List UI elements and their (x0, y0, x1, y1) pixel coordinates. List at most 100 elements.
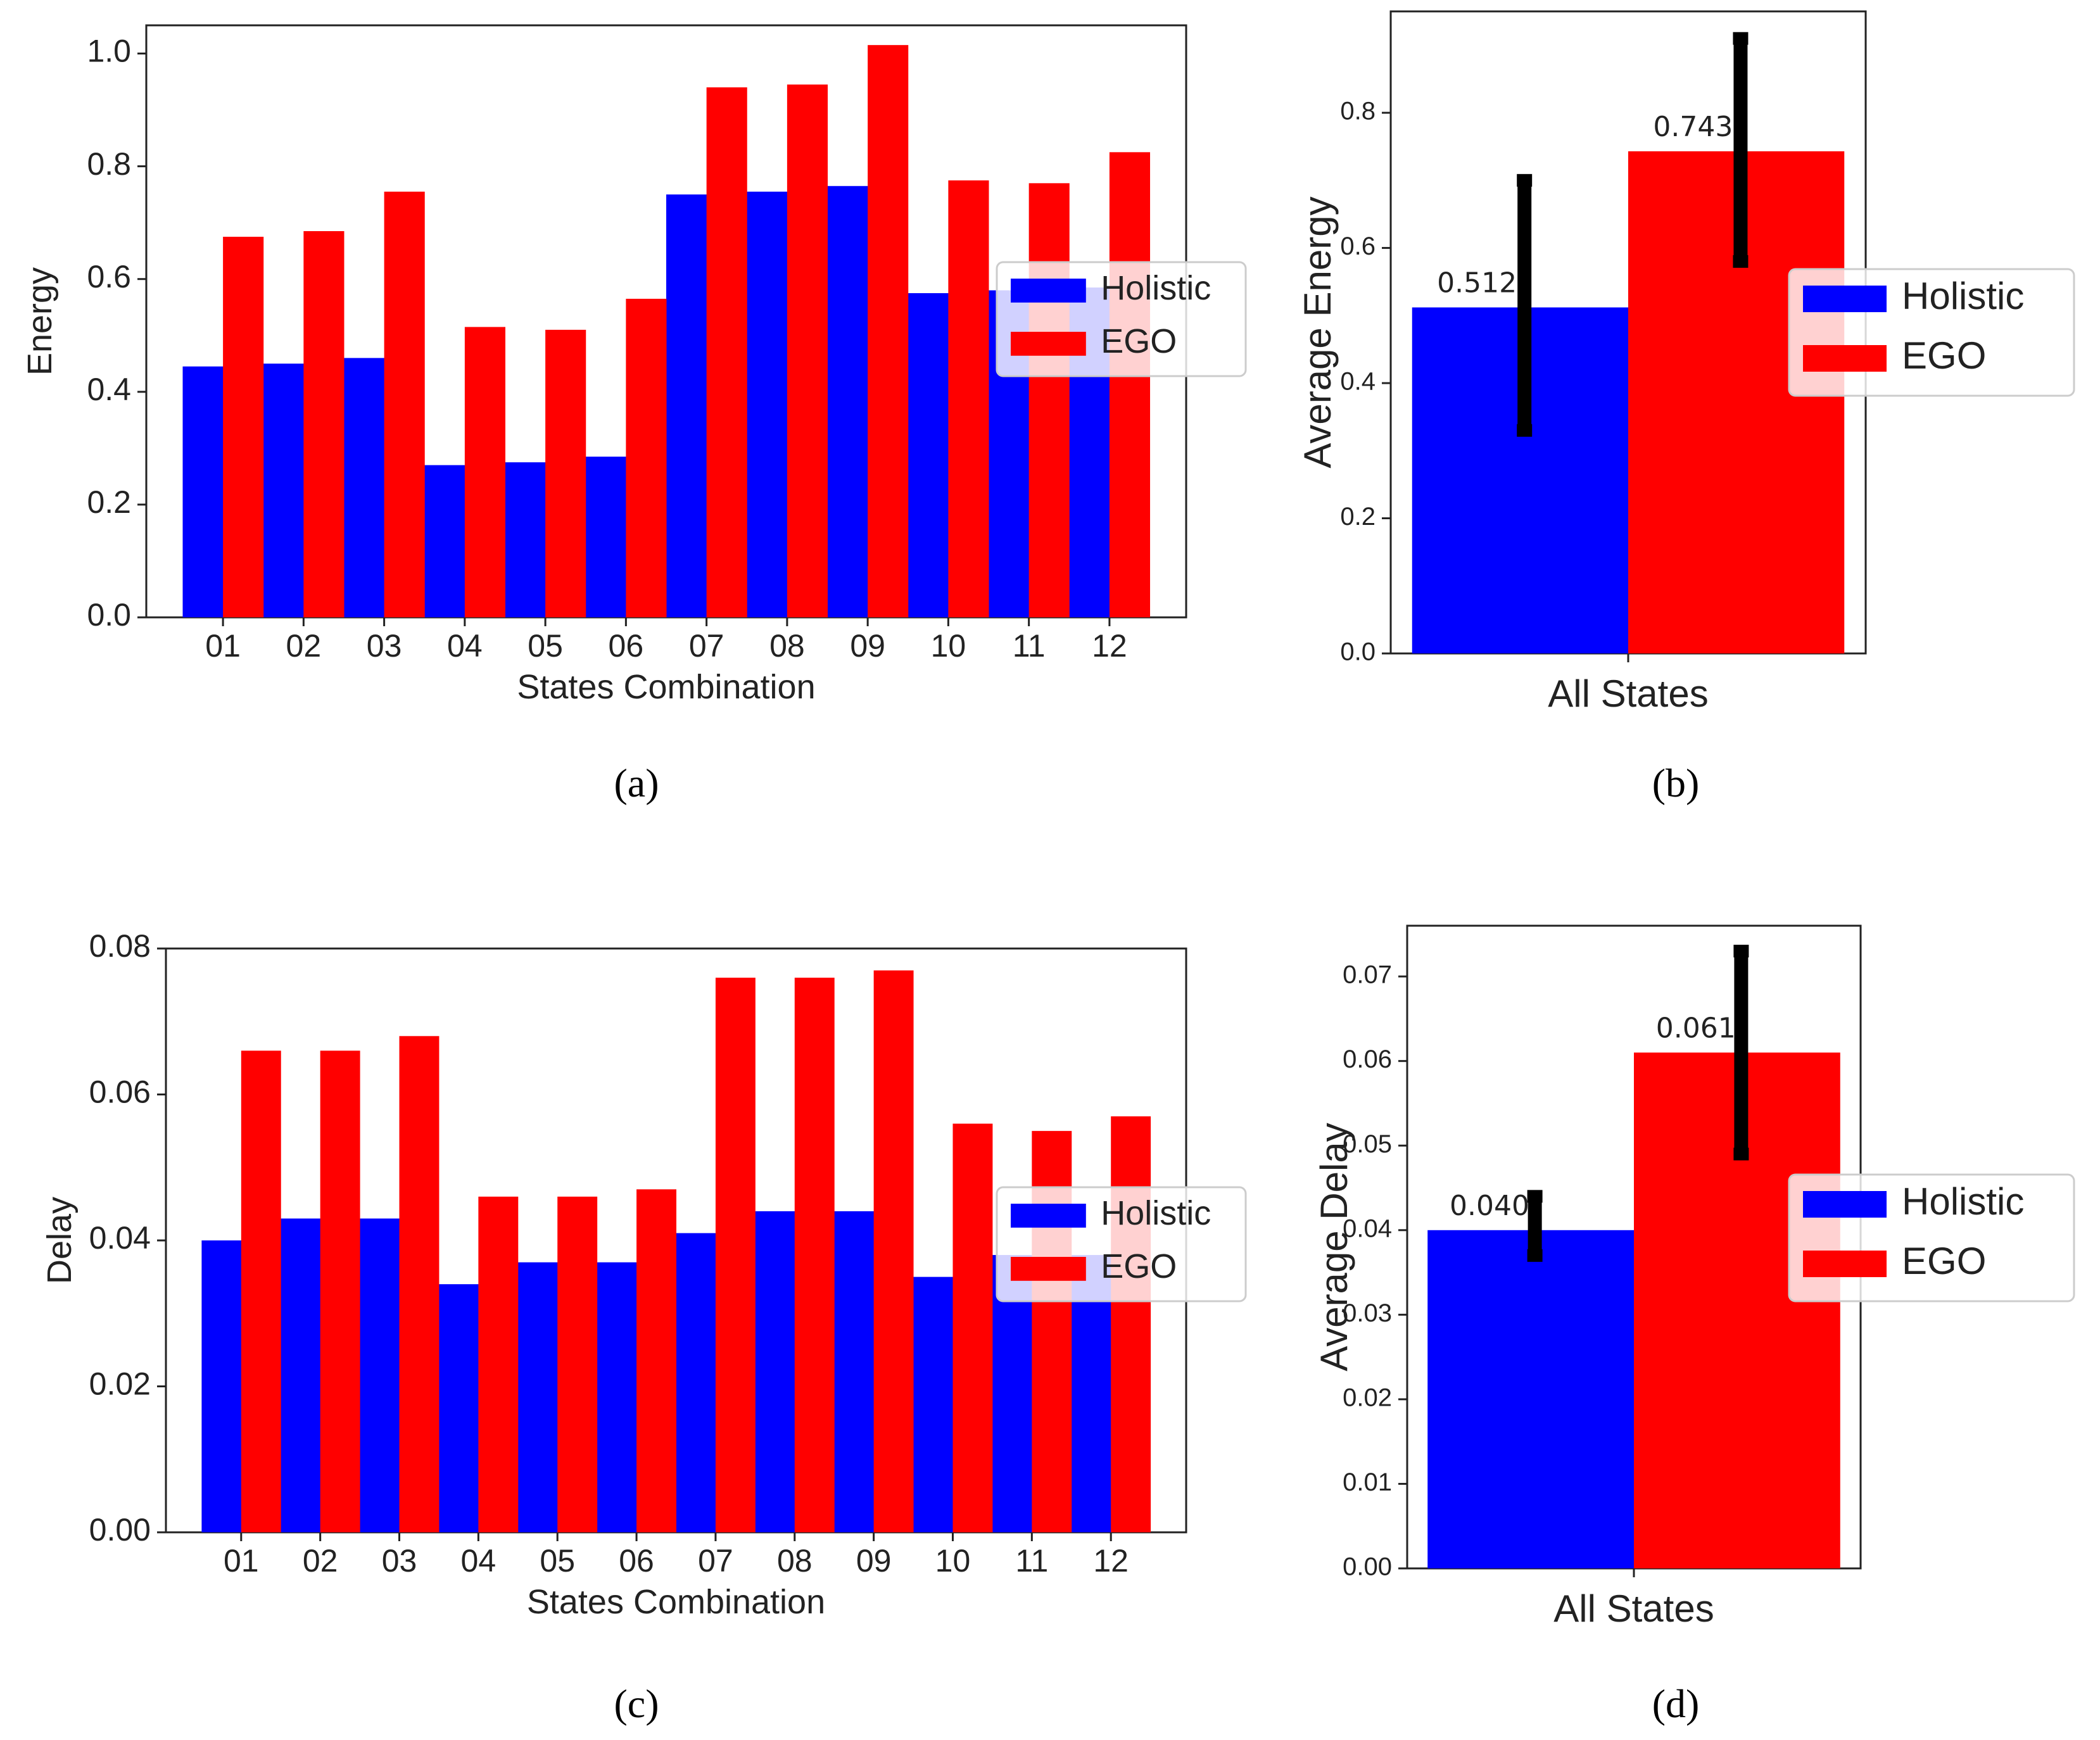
holistic-bar (360, 1218, 400, 1532)
holistic-legend-swatch (1011, 279, 1086, 303)
chart-a: 0.0 0.2 0.4 0.6 0.8 1.0 Energy 01 02 03 04 05 06 07 08… (21, 24, 1247, 706)
x-tick-label: 07 (698, 1543, 733, 1579)
x-tick-label: 05 (540, 1543, 575, 1579)
value-label: 0.061 (1656, 1012, 1736, 1044)
holistic-bar (827, 186, 868, 617)
holistic-bar (438, 1284, 479, 1532)
ego-bar (715, 978, 756, 1532)
y-tick-label: 0.02 (1343, 1384, 1392, 1411)
value-label: 0.512 (1437, 267, 1517, 299)
ego-bar (626, 298, 667, 617)
ego-bar (1111, 1116, 1151, 1532)
y-tick-label: 0.4 (87, 372, 131, 407)
legend-label: EGO (1101, 322, 1177, 360)
holistic-legend-swatch (1011, 1204, 1086, 1228)
ego-bar (1109, 152, 1151, 617)
y-tick-label: 0.05 (1343, 1130, 1392, 1158)
ego-bar (868, 45, 909, 617)
holistic-bar (597, 1262, 637, 1532)
x-tick-label: 01 (205, 628, 241, 664)
caption-b: (b) (1652, 760, 1700, 805)
y-tick-label: 0.04 (1343, 1214, 1392, 1242)
legend-label: Holistic (1902, 275, 2024, 317)
holistic-bar (747, 191, 788, 617)
x-axis-label: States Combination (517, 668, 815, 706)
ego-bar (952, 1123, 993, 1532)
holistic-bar (834, 1211, 875, 1532)
x-axis-label: All States (1548, 672, 1708, 715)
x-tick-label: 12 (1092, 628, 1127, 664)
ego-bar (464, 327, 505, 617)
y-axis-label: Average Energy (1296, 196, 1339, 468)
value-label: 0.743 (1653, 111, 1733, 143)
caption-a: (a) (614, 760, 659, 805)
ego-bar (384, 191, 425, 617)
y-tick-label: 0.07 (1343, 961, 1392, 989)
y-tick-label: 0.06 (1343, 1045, 1392, 1073)
holistic-legend-swatch (1803, 1191, 1887, 1218)
value-label: 0.040 (1450, 1190, 1529, 1222)
legend-label: Holistic (1101, 1194, 1211, 1232)
ego-bar (794, 978, 835, 1532)
holistic-bar (517, 1262, 558, 1532)
ego-bar (545, 329, 586, 617)
y-tick-label: 0.02 (89, 1366, 151, 1402)
legend-label: EGO (1902, 334, 1986, 377)
y-tick-label: 0.2 (1340, 503, 1376, 531)
holistic-bar (676, 1233, 716, 1532)
y-tick-label: 0.00 (89, 1512, 151, 1548)
caption-c: (c) (614, 1681, 659, 1726)
error-cap (1527, 1249, 1543, 1262)
x-tick-label: 12 (1093, 1543, 1129, 1579)
chart-b: 0.0 0.2 0.4 0.6 0.8 Average Energy 0.512 0.743 A… (1296, 10, 2075, 715)
legend-label: Holistic (1902, 1180, 2024, 1223)
y-tick-label: 0.0 (87, 597, 131, 633)
y-tick-label: 1.0 (87, 34, 131, 69)
holistic-bar (343, 358, 385, 617)
ego-legend-swatch (1011, 1257, 1086, 1281)
holistic-bar (1427, 1230, 1634, 1568)
y-tick-label: 0.08 (89, 928, 151, 964)
y-tick-label: 0.6 (1340, 232, 1376, 260)
ego-bar (223, 236, 264, 617)
ego-bar (636, 1189, 676, 1532)
error-cap (1517, 424, 1533, 437)
y-tick-label: 0.04 (89, 1220, 151, 1256)
ego-bar (478, 1196, 519, 1532)
y-tick-label: 0.6 (87, 259, 131, 294)
ego-bar (303, 231, 345, 617)
ego-legend-swatch (1803, 1251, 1887, 1277)
y-tick-label: 0.4 (1340, 368, 1376, 396)
chart-c: 0.00 0.02 0.04 0.06 0.08 Delay 01 02 03 04 05 06 07 0… (41, 928, 1247, 1621)
x-tick-label: 10 (935, 1543, 971, 1579)
holistic-bar (424, 465, 465, 617)
caption-d: (d) (1652, 1681, 1700, 1726)
y-tick-label: 0.00 (1343, 1553, 1392, 1581)
x-tick-label: 08 (777, 1543, 813, 1579)
holistic-legend-swatch (1803, 286, 1887, 312)
error-cap (1527, 1190, 1543, 1203)
y-tick-label: 0.0 (1340, 638, 1376, 666)
ego-bar (557, 1196, 598, 1532)
holistic-bar (666, 194, 707, 618)
holistic-bar (201, 1240, 242, 1532)
chart-d: 0.00 0.01 0.02 0.03 0.04 0.05 0.06 0.07 Average … (1313, 924, 2075, 1630)
ego-bar (1028, 183, 1070, 617)
x-tick-label: 06 (619, 1543, 654, 1579)
x-axis-label: States Combination (527, 1583, 825, 1621)
y-tick-label: 0.8 (87, 146, 131, 182)
ego-bar (787, 84, 828, 617)
x-tick-label: 08 (769, 628, 805, 664)
ego-bar (399, 1036, 440, 1532)
error-cap (1733, 32, 1749, 45)
y-axis-label: Average Delay (1313, 1123, 1355, 1371)
ego-bar (873, 970, 914, 1532)
holistic-bar (281, 1218, 321, 1532)
ego-bar (706, 87, 747, 617)
holistic-bar (182, 366, 224, 617)
ego-legend-swatch (1803, 345, 1887, 372)
x-tick-label: 02 (286, 628, 322, 664)
x-tick-label: 07 (689, 628, 724, 664)
x-tick-label: 02 (303, 1543, 338, 1579)
